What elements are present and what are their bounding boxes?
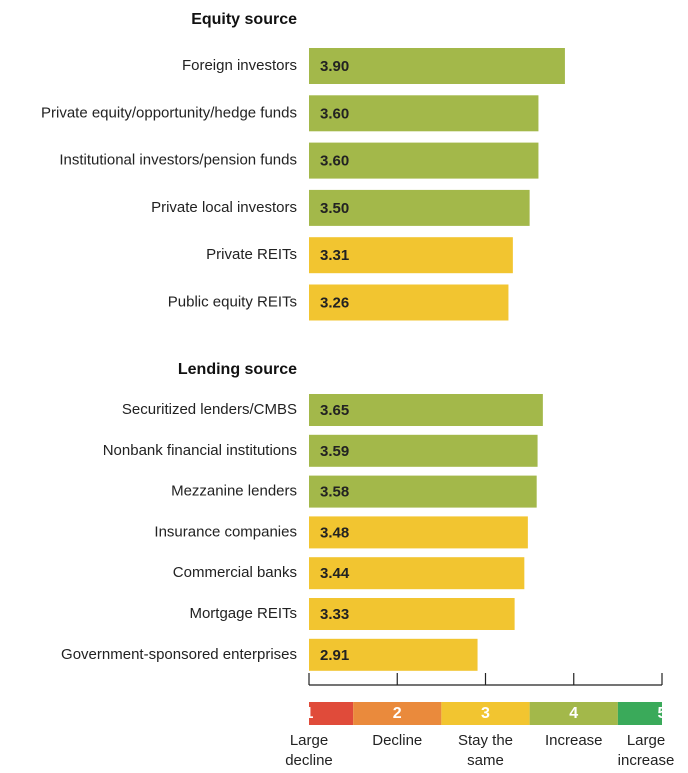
scale-box [309,702,354,725]
category-label: Institutional investors/pension funds [59,152,297,169]
bar [309,394,543,426]
value-label: 3.90 [320,58,349,75]
scale-box [353,702,442,725]
scale-label: Large increase [617,732,675,769]
category-label: Public equity REITs [168,293,297,310]
scale-box [529,702,618,725]
value-label: 3.60 [320,153,349,170]
value-label: 3.48 [320,524,349,541]
scale-number: 4 [569,705,578,722]
category-label: Private equity/opportunity/hedge funds [41,104,297,121]
category-label: Mezzanine lenders [171,483,297,500]
value-label: 3.65 [320,402,349,419]
bar [309,638,478,671]
category-label: Private local investors [151,199,297,216]
bar [309,557,525,590]
value-label: 3.59 [320,443,349,460]
value-label: 2.91 [320,647,349,664]
group-title: Equity source [191,11,297,28]
category-label: Mortgage REITs [189,605,297,622]
scale-number: 2 [393,705,402,722]
scale-number: 1 [305,705,314,722]
bar [309,142,539,179]
scale-label: Increase [544,732,603,749]
bar [309,237,513,274]
category-label: Securitized lenders/CMBS [122,401,297,418]
scale-label: Decline [372,732,423,749]
category-label: Insurance companies [154,523,297,540]
bar [309,434,538,467]
category-label: Nonbank financial institutions [103,442,297,459]
scale-label: Stay the same [457,732,514,769]
bar [309,48,565,84]
value-label: 3.60 [320,105,349,122]
bar [309,516,528,549]
bar [309,189,530,226]
bar [309,284,509,321]
category-label: Government-sponsored enterprises [61,646,297,663]
group-title: Lending source [178,361,297,378]
scale-number: 5 [658,705,667,722]
value-label: 3.31 [320,247,349,264]
value-label: 3.50 [320,200,349,217]
bar [309,475,537,508]
bar [309,95,539,132]
value-label: 3.26 [320,294,349,311]
value-label: 3.33 [320,606,349,623]
category-label: Private REITs [206,246,297,263]
category-label: Commercial banks [173,564,297,581]
scale-box [441,702,530,725]
bar [309,598,515,630]
scale-number: 3 [481,705,490,722]
scale-box [617,702,662,725]
category-label: Foreign investors [182,57,297,74]
value-label: 3.58 [320,484,349,501]
value-label: 3.44 [320,565,350,582]
scale-label: Large decline [285,732,333,769]
